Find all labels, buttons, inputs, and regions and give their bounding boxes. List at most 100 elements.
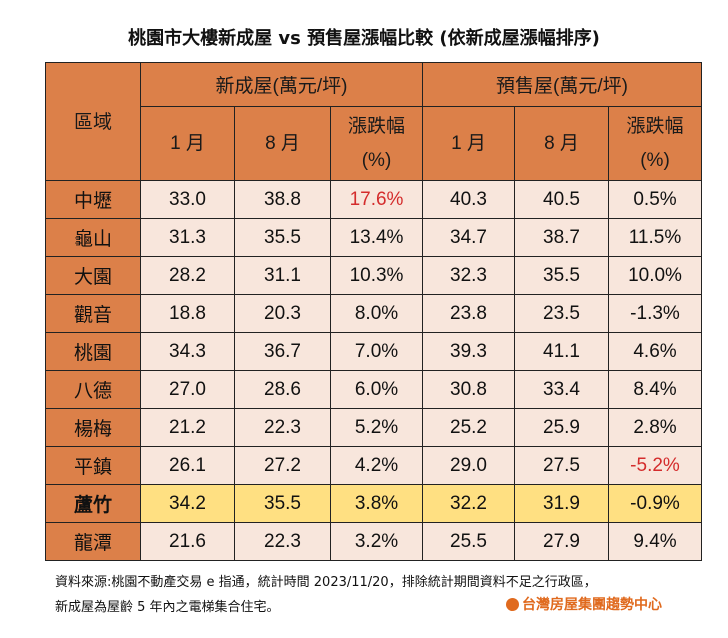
region-cell: 龜山	[45, 218, 141, 257]
header-presale: 預售屋(萬元/坪)	[422, 62, 702, 107]
value-cell-p1: 39.3	[422, 332, 515, 371]
header-new-jan: 1 月	[140, 106, 235, 181]
value-cell-n8: 36.7	[234, 332, 331, 371]
value-cell-p1: 23.8	[422, 294, 515, 333]
value-cell-pc: 4.6%	[608, 332, 702, 371]
value-cell-p8: 23.5	[514, 294, 609, 333]
table-title: 桃園市大樓新成屋 vs 預售屋漲幅比較 (依新成屋漲幅排序)	[128, 28, 600, 49]
value-cell-pc: 9.4%	[608, 522, 702, 561]
value-cell-p8: 33.4	[514, 370, 609, 409]
region-cell: 中壢	[45, 180, 141, 219]
region-cell: 楊梅	[45, 408, 141, 447]
value-cell-n8: 38.8	[234, 180, 331, 219]
value-cell-n1: 27.0	[140, 370, 235, 409]
value-cell-nc: 8.0%	[330, 294, 423, 333]
value-cell-pc: -1.3%	[608, 294, 702, 333]
table-row: 八德 27.0 28.6 6.0% 30.8 33.4 8.4%	[45, 370, 702, 409]
value-cell-n1: 28.2	[140, 256, 235, 295]
change-label: 漲跌幅	[347, 115, 405, 137]
region-cell: 平鎮	[45, 446, 141, 485]
value-cell-pc: 10.0%	[608, 256, 702, 295]
table-row: 桃園 34.3 36.7 7.0% 39.3 41.1 4.6%	[45, 332, 702, 371]
header-new-homes: 新成屋(萬元/坪)	[140, 62, 423, 107]
region-cell: 八德	[45, 370, 141, 409]
value-cell-n8: 22.3	[234, 522, 331, 561]
value-cell-p8: 25.9	[514, 408, 609, 447]
region-cell: 桃園	[45, 332, 141, 371]
logo-text: 台灣房屋集團趨勢中心	[522, 597, 662, 613]
header-new-change: 漲跌幅 (%)	[330, 106, 423, 181]
header-pre-change: 漲跌幅 (%)	[608, 106, 702, 181]
footnote: 資料來源:桃園不動產交易 e 指通，統計時間 2023/11/20，排除統計期間…	[55, 570, 597, 620]
table-row: 龜山 31.3 35.5 13.4% 34.7 38.7 11.5%	[45, 218, 702, 257]
value-cell-p8: 27.9	[514, 522, 609, 561]
header-pre-aug: 8 月	[514, 106, 609, 181]
value-cell-nc: 13.4%	[330, 218, 423, 257]
table-row: 觀音 18.8 20.3 8.0% 23.8 23.5 -1.3%	[45, 294, 702, 333]
value-cell-p8: 27.5	[514, 446, 609, 485]
value-cell-p1: 25.2	[422, 408, 515, 447]
value-cell-n1: 31.3	[140, 218, 235, 257]
value-cell-n8: 27.2	[234, 446, 331, 485]
value-cell-n8: 35.5	[234, 218, 331, 257]
price-comparison-table: 區域 新成屋(萬元/坪) 預售屋(萬元/坪) 1 月 8 月 漲跌幅 (%) 1 …	[45, 62, 702, 561]
percent-label: (%)	[361, 149, 392, 171]
value-cell-p8: 40.5	[514, 180, 609, 219]
value-cell-p1: 34.7	[422, 218, 515, 257]
value-cell-p1: 29.0	[422, 446, 515, 485]
value-cell-nc: 10.3%	[330, 256, 423, 295]
brand-logo: 台灣房屋集團趨勢中心	[506, 594, 662, 614]
value-cell-n8: 35.5	[234, 484, 331, 523]
value-cell-n1: 34.3	[140, 332, 235, 371]
value-cell-n8: 28.6	[234, 370, 331, 409]
footnote-definition: 新成屋為屋齡 5 年內之電梯集合住宅。	[55, 600, 280, 615]
value-cell-p8: 41.1	[514, 332, 609, 371]
value-cell-pc: -0.9%	[608, 484, 702, 523]
value-cell-pc: -5.2%	[608, 446, 702, 485]
value-cell-n1: 21.2	[140, 408, 235, 447]
value-cell-n8: 22.3	[234, 408, 331, 447]
value-cell-p1: 25.5	[422, 522, 515, 561]
value-cell-nc: 17.6%	[330, 180, 423, 219]
value-cell-n1: 33.0	[140, 180, 235, 219]
value-cell-p1: 30.8	[422, 370, 515, 409]
value-cell-p8: 35.5	[514, 256, 609, 295]
percent-label: (%)	[640, 149, 670, 171]
value-cell-p8: 31.9	[514, 484, 609, 523]
value-cell-n1: 18.8	[140, 294, 235, 333]
value-cell-nc: 3.8%	[330, 484, 423, 523]
value-cell-pc: 11.5%	[608, 218, 702, 257]
value-cell-nc: 6.0%	[330, 370, 423, 409]
table-row: 大園 28.2 31.1 10.3% 32.3 35.5 10.0%	[45, 256, 702, 295]
region-cell: 大園	[45, 256, 141, 295]
value-cell-nc: 5.2%	[330, 408, 423, 447]
header-region: 區域	[45, 62, 141, 181]
header-pre-jan: 1 月	[422, 106, 515, 181]
footnote-source: 資料來源:桃園不動產交易 e 指通，統計時間 2023/11/20，排除統計期間…	[55, 575, 597, 590]
table-row: 中壢 33.0 38.8 17.6% 40.3 40.5 0.5%	[45, 180, 702, 219]
logo-icon	[506, 597, 519, 611]
change-label: 漲跌幅	[626, 115, 684, 137]
region-cell: 龍潭	[45, 522, 141, 561]
table-row: 龍潭 21.6 22.3 3.2% 25.5 27.9 9.4%	[45, 522, 702, 561]
region-cell: 觀音	[45, 294, 141, 333]
value-cell-pc: 8.4%	[608, 370, 702, 409]
value-cell-pc: 2.8%	[608, 408, 702, 447]
value-cell-nc: 7.0%	[330, 332, 423, 371]
value-cell-pc: 0.5%	[608, 180, 702, 219]
value-cell-n1: 26.1	[140, 446, 235, 485]
value-cell-p1: 32.3	[422, 256, 515, 295]
region-cell: 蘆竹	[45, 484, 141, 523]
value-cell-n8: 20.3	[234, 294, 331, 333]
value-cell-n8: 31.1	[234, 256, 331, 295]
table-row: 平鎮 26.1 27.2 4.2% 29.0 27.5 -5.2%	[45, 446, 702, 485]
value-cell-p1: 32.2	[422, 484, 515, 523]
header-new-aug: 8 月	[234, 106, 331, 181]
value-cell-nc: 4.2%	[330, 446, 423, 485]
table-row: 蘆竹 34.2 35.5 3.8% 32.2 31.9 -0.9%	[45, 484, 702, 523]
table-row: 楊梅 21.2 22.3 5.2% 25.2 25.9 2.8%	[45, 408, 702, 447]
value-cell-p1: 40.3	[422, 180, 515, 219]
value-cell-n1: 34.2	[140, 484, 235, 523]
value-cell-n1: 21.6	[140, 522, 235, 561]
value-cell-p8: 38.7	[514, 218, 609, 257]
